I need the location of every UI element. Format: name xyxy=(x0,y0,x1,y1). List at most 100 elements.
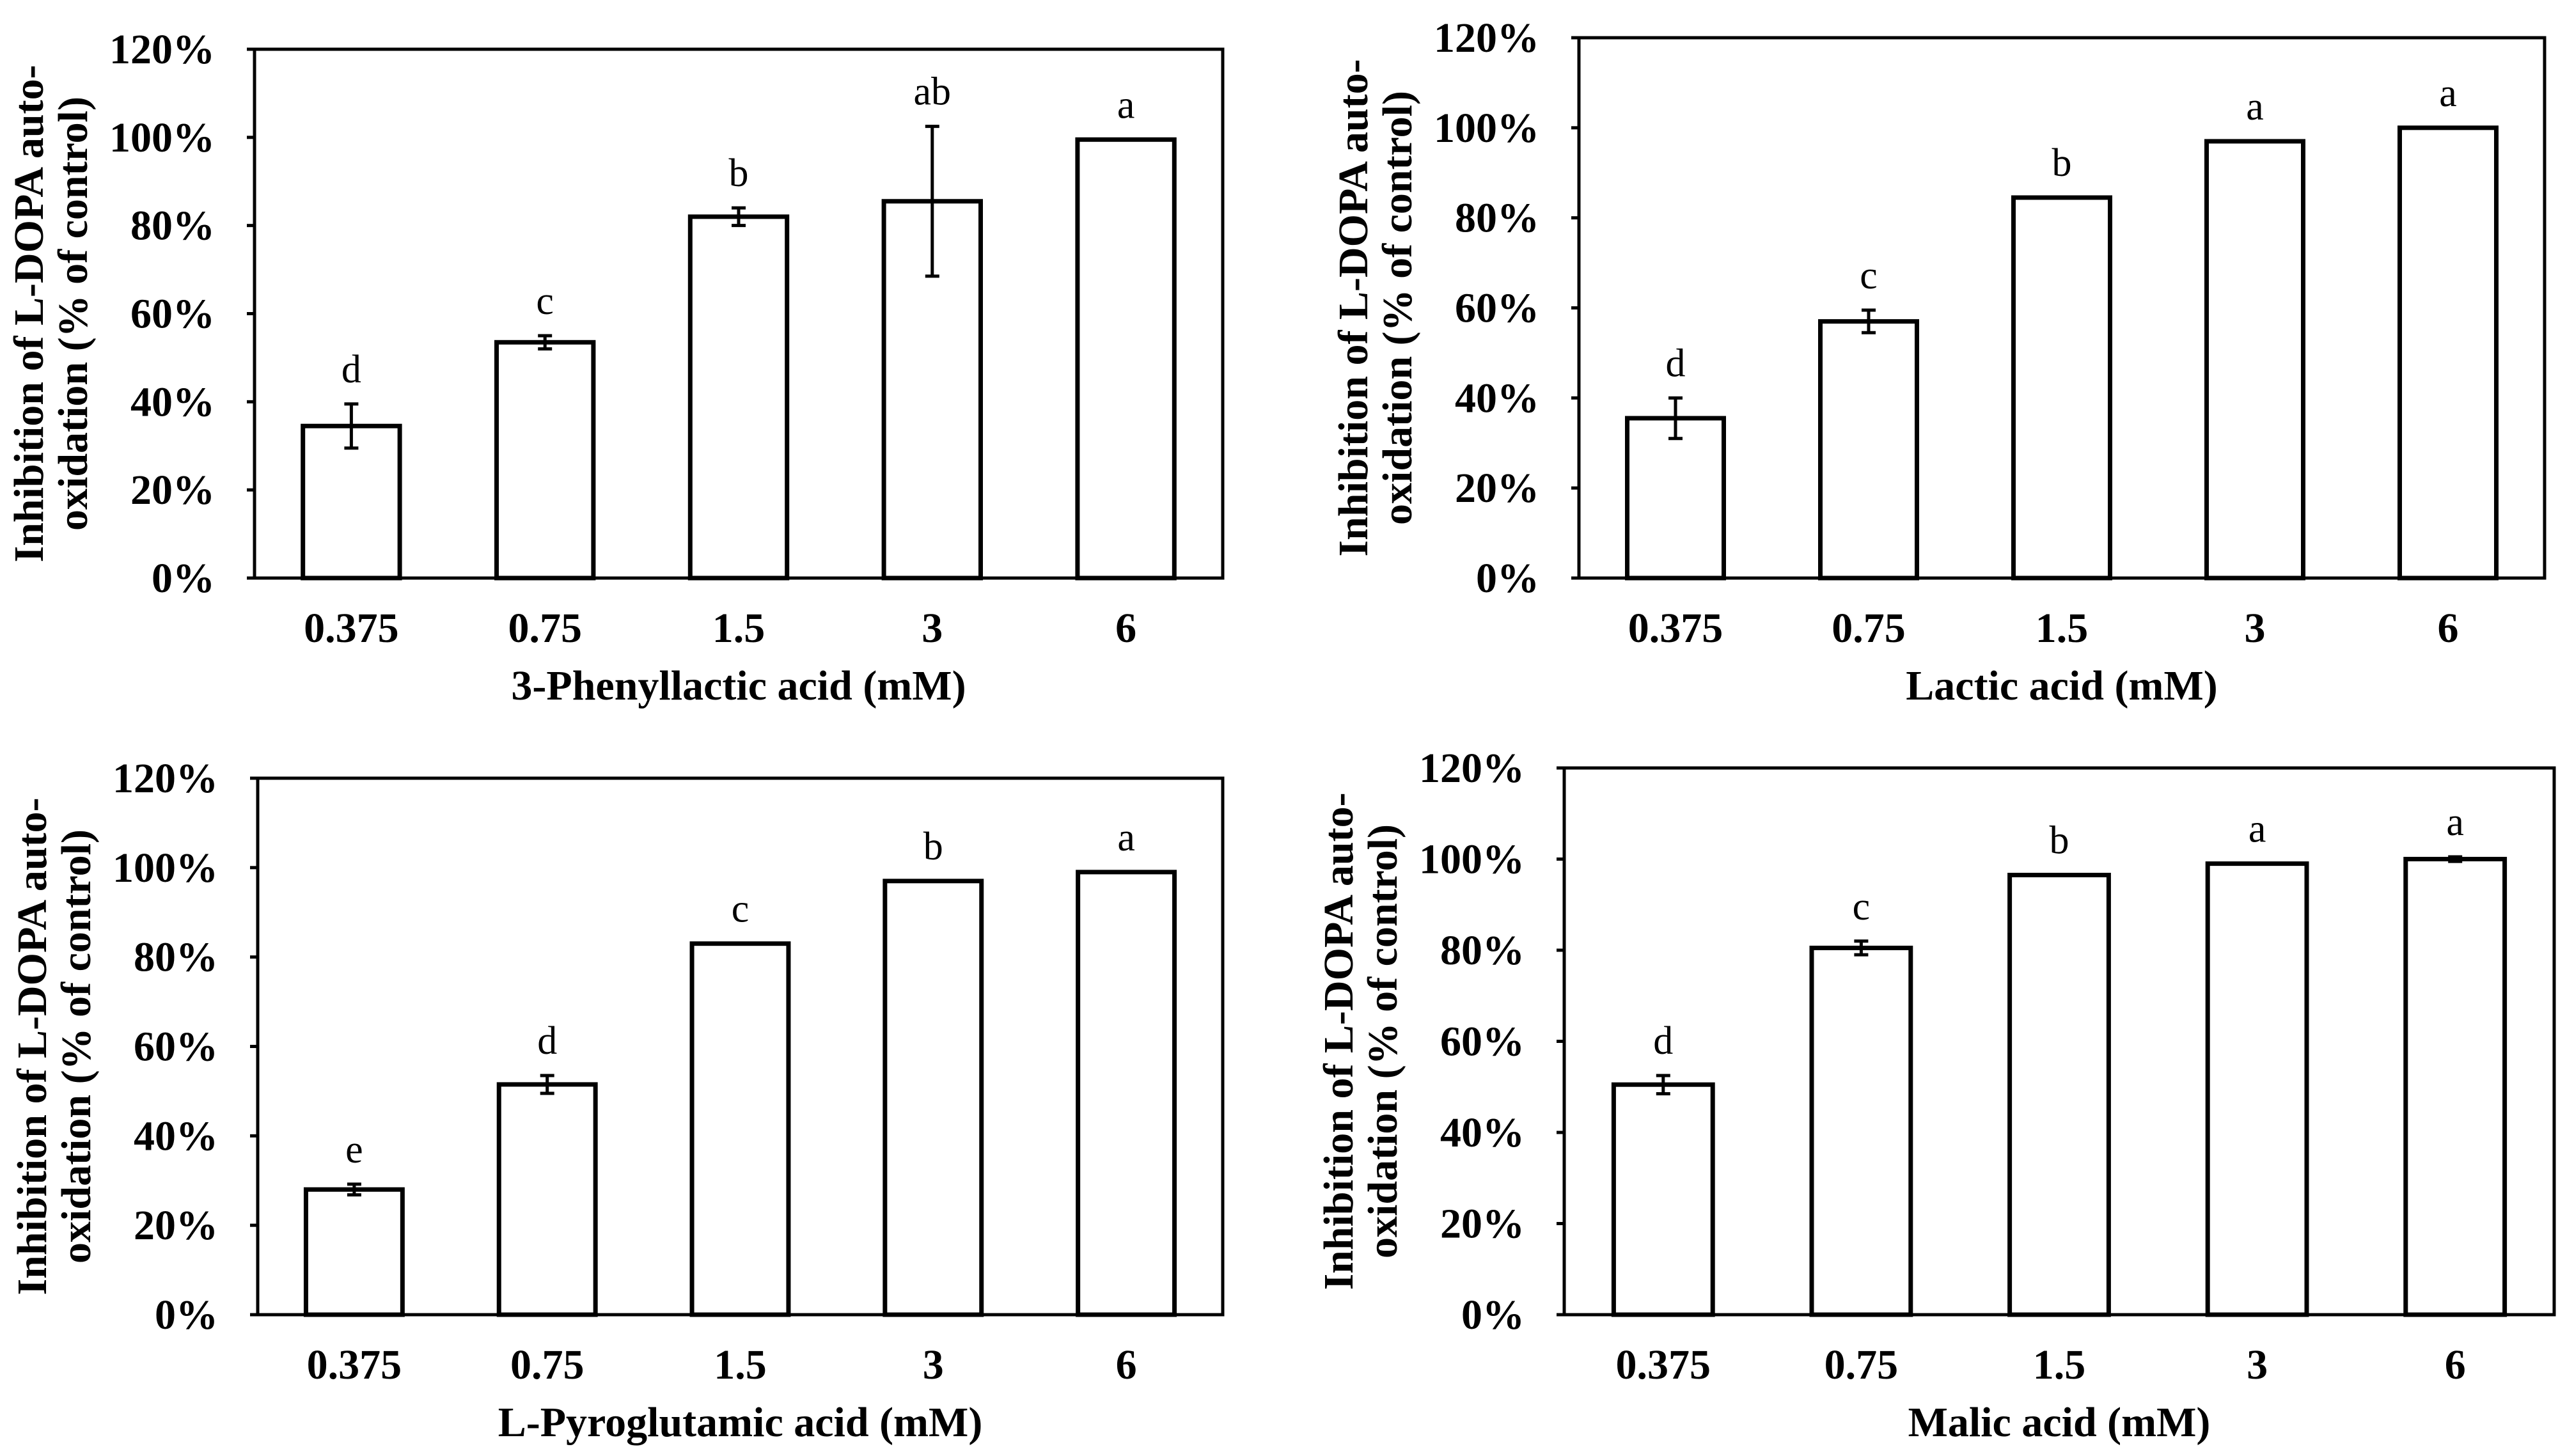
y-tick-label: 20% xyxy=(1455,465,1539,512)
y-axis: 0% 20% 40% 60% 80% 100% 120% xyxy=(109,26,255,602)
x-tick-label: 0.75 xyxy=(1832,605,1906,652)
bar-4 xyxy=(2205,861,2309,1317)
y-tick-label: 0% xyxy=(155,1292,218,1338)
x-axis: 0.375 0.75 1.5 3 6 xyxy=(304,605,1136,652)
bar-1 xyxy=(303,1187,405,1317)
y-tick-label: 80% xyxy=(1440,927,1525,974)
y-axis-title-line-1: Inhibition of L-DOPA auto- xyxy=(6,65,52,562)
x-tick-label: 0.375 xyxy=(307,1342,402,1388)
bar-3 xyxy=(2007,872,2111,1317)
significance-letter: a xyxy=(2446,801,2464,844)
y-tick-label: 40% xyxy=(134,1113,218,1159)
chart-panel-2: 0% 20% 40% 60% 80% 100% 120% d c b a a 0.375 0.75 1.5 3… xyxy=(1330,15,2547,709)
y-tick-label: 80% xyxy=(130,203,215,249)
bar-5 xyxy=(1075,137,1177,581)
x-tick-label: 1.5 xyxy=(714,1342,767,1388)
y-axis-title-line-2: oxidation (% of control) xyxy=(53,829,100,1264)
bar-1 xyxy=(1611,1082,1715,1317)
chart-panel-1: 0% 20% 40% 60% 80% 100% 120% d c b ab a 0.375 0.75 1.5… xyxy=(6,26,1225,709)
y-tick-label: 100% xyxy=(1419,836,1525,883)
y-tick-label: 100% xyxy=(113,845,218,891)
significance-letter: ab xyxy=(914,70,952,114)
bar-series: e d c b a xyxy=(303,816,1177,1317)
bar-5 xyxy=(1076,870,1177,1317)
y-tick-label: 120% xyxy=(109,26,215,73)
bar-series: d c b ab a xyxy=(301,70,1177,581)
x-tick-label: 6 xyxy=(2438,605,2459,652)
error-bar-1 xyxy=(347,1182,361,1197)
x-tick-label: 0.75 xyxy=(510,1342,585,1388)
plot-area-frame xyxy=(1562,766,2556,1317)
bar-2 xyxy=(494,340,596,581)
y-axis-title-line-2: oxidation (% of control) xyxy=(1374,91,1421,525)
x-tick-label: 0.375 xyxy=(1628,605,1723,652)
y-axis: 0% 20% 40% 60% 80% 100% 120% xyxy=(113,755,258,1338)
significance-letter: d xyxy=(341,348,361,391)
y-axis-title: Inhibition of L-DOPA auto-oxidation (% o… xyxy=(1315,792,1406,1290)
x-tick-label: 3 xyxy=(923,1342,944,1388)
y-axis-title-line-2: oxidation (% of control) xyxy=(1360,824,1406,1258)
bar-2 xyxy=(1818,319,1919,581)
y-tick-label: 80% xyxy=(134,934,218,981)
error-bar-4 xyxy=(925,125,939,278)
error-bar-2 xyxy=(540,1074,554,1095)
y-axis: 0% 20% 40% 60% 80% 100% 120% xyxy=(1434,15,1579,602)
x-axis-title: 3-Phenyllactic acid (mM) xyxy=(511,662,966,709)
x-axis: 0.375 0.75 1.5 3 6 xyxy=(1628,605,2459,652)
y-tick-label: 0% xyxy=(1461,1292,1525,1338)
bar-3 xyxy=(2011,195,2112,581)
y-axis-title-line-1: Inhibition of L-DOPA auto- xyxy=(1330,59,1377,556)
bar-2 xyxy=(496,1082,598,1317)
error-bar-2 xyxy=(1854,939,1869,957)
significance-letter: a xyxy=(1117,83,1135,127)
significance-letter: c xyxy=(732,888,749,931)
x-tick-label: 1.5 xyxy=(712,605,765,652)
y-axis-title-line-2: oxidation (% of control) xyxy=(50,97,97,531)
significance-letter: c xyxy=(536,279,554,323)
y-tick-label: 40% xyxy=(130,379,215,425)
x-tick-label: 3 xyxy=(2247,1342,2268,1388)
x-tick-label: 1.5 xyxy=(2033,1342,2086,1388)
y-axis-title: Inhibition of L-DOPA auto-oxidation (% o… xyxy=(1330,59,1421,556)
y-tick-label: 40% xyxy=(1455,375,1539,421)
y-tick-label: 40% xyxy=(1440,1109,1525,1156)
y-axis-title: Inhibition of L-DOPA auto-oxidation (% o… xyxy=(9,797,100,1295)
significance-letter: a xyxy=(2439,72,2457,115)
y-tick-label: 100% xyxy=(109,114,215,161)
y-tick-label: 120% xyxy=(1434,15,1539,61)
significance-letter: d xyxy=(1653,1019,1673,1063)
y-tick-label: 0% xyxy=(1476,555,1539,602)
y-axis-title-line-1: Inhibition of L-DOPA auto- xyxy=(1315,792,1362,1290)
x-axis: 0.375 0.75 1.5 3 6 xyxy=(307,1342,1137,1388)
x-tick-label: 0.375 xyxy=(1616,1342,1711,1388)
y-axis: 0% 20% 40% 60% 80% 100% 120% xyxy=(1419,745,1564,1338)
y-tick-label: 60% xyxy=(1440,1019,1525,1065)
significance-letter: b xyxy=(923,825,943,868)
plot-area-frame xyxy=(256,776,1225,1317)
y-tick-label: 20% xyxy=(1440,1201,1525,1248)
bar-series: d c b a a xyxy=(1625,72,2499,581)
error-bar-1 xyxy=(344,402,359,450)
bar-4 xyxy=(883,879,984,1317)
significance-letter: e xyxy=(345,1128,363,1171)
significance-letter: a xyxy=(2246,85,2264,129)
y-axis-title-line-1: Inhibition of L-DOPA auto- xyxy=(9,797,56,1295)
significance-letter: c xyxy=(1853,885,1871,928)
x-tick-label: 3 xyxy=(922,605,943,652)
x-axis: 0.375 0.75 1.5 3 6 xyxy=(1616,1342,2466,1388)
significance-letter: d xyxy=(537,1019,557,1063)
y-tick-label: 60% xyxy=(1455,285,1539,332)
error-bar-3 xyxy=(732,206,746,228)
error-bar-1 xyxy=(1656,1074,1670,1095)
x-tick-label: 0.75 xyxy=(1825,1342,1899,1388)
bar-4 xyxy=(2204,139,2305,581)
significance-letter: b xyxy=(2052,141,2072,185)
chart-panel-4: 0% 20% 40% 60% 80% 100% 120% d c b a a 0.375 0.75 1.5 3… xyxy=(1315,745,2556,1446)
bar-1 xyxy=(1625,416,1726,581)
y-tick-label: 60% xyxy=(130,291,215,338)
bar-5 xyxy=(2397,125,2499,581)
y-tick-label: 0% xyxy=(152,555,215,602)
x-tick-label: 6 xyxy=(2445,1342,2466,1388)
significance-letter: a xyxy=(1117,816,1135,859)
